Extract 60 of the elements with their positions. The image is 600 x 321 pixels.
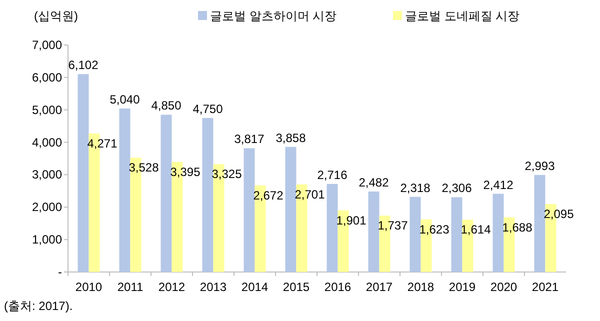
data-label: 2,482 [358, 176, 390, 190]
data-label: 1,614 [460, 222, 492, 237]
text: (출처: 2017). [4, 299, 73, 313]
bar [202, 118, 214, 272]
x-tick-label: 2013 [200, 280, 227, 294]
data-label: 4,750 [192, 102, 224, 116]
data-label: 2,701 [294, 187, 326, 202]
data-label: 3,325 [212, 167, 242, 182]
bar [326, 184, 338, 272]
bar [534, 174, 546, 272]
y-tick-label: 7,000 [32, 38, 62, 52]
y-tick-label: 5,000 [32, 102, 62, 117]
data-label: 3,858 [276, 130, 306, 145]
y-axis-title: (십억원) [34, 9, 78, 23]
x-tick-label: 2021 [532, 280, 559, 294]
data-label: 3,528 [128, 160, 160, 175]
x-tick-label: 2012 [158, 280, 186, 294]
data-label: 2,993 [524, 158, 556, 173]
bar [410, 196, 421, 272]
data-label: 1,688 [502, 220, 533, 234]
x-tick-label: 2016 [324, 280, 352, 294]
x-tick-label: 2015 [282, 280, 310, 294]
y-tick-label: 2,000 [32, 200, 62, 214]
bar [451, 197, 462, 272]
y-tick-label: 4,000 [32, 135, 62, 150]
data-label: 3,817 [234, 132, 265, 146]
data-label: 2,306 [442, 181, 472, 196]
bar [78, 74, 89, 272]
data-label: 2,412 [483, 178, 514, 192]
data-label: 4,850 [151, 98, 182, 113]
bar [160, 114, 172, 272]
bar [244, 148, 255, 272]
x-tick-label: 2010 [75, 280, 102, 294]
bar [285, 146, 296, 272]
bar [492, 194, 504, 272]
data-label: 1,737 [378, 218, 408, 233]
x-tick-label: 2020 [490, 280, 518, 294]
data-label: 2,716 [317, 168, 348, 182]
x-tick-label: 2019 [448, 280, 476, 294]
x-tick-label: 2018 [407, 280, 434, 294]
data-label: 1,901 [336, 213, 367, 228]
x-tick-label: 2017 [366, 280, 393, 294]
y-tick-label: 6,000 [32, 70, 62, 84]
x-tick-label: 2011 [117, 280, 144, 294]
x-tick-label: 2014 [241, 280, 268, 294]
data-label: 6,102 [68, 58, 99, 72]
bar [368, 192, 380, 272]
data-label: 5,040 [110, 92, 140, 107]
y-tick-label: - [58, 265, 62, 279]
legend-label: 글로벌 알츠하이머 시장 [210, 9, 337, 23]
data-label: 2,095 [544, 207, 574, 222]
data-label: 2,672 [253, 188, 284, 202]
legend-label: 글로벌 도네페질 시장 [405, 9, 520, 23]
data-label: 1,623 [419, 222, 450, 236]
data-label: 4,271 [87, 136, 118, 150]
y-tick-label: 3,000 [32, 168, 62, 182]
y-tick-label: 1,000 [32, 232, 62, 247]
bar [119, 108, 130, 272]
data-label: 3,395 [170, 164, 201, 179]
data-label: 2,318 [400, 180, 431, 195]
